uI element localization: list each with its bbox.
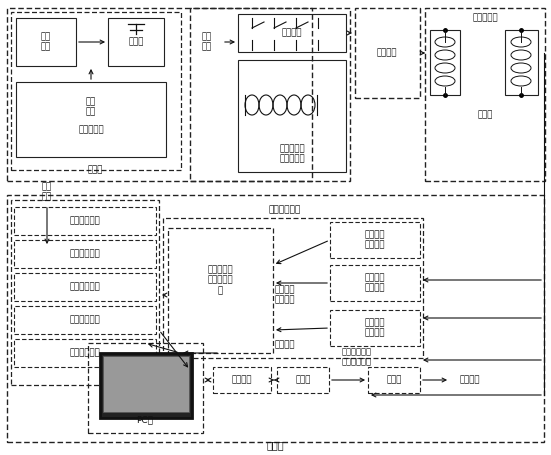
Bar	[14, 306, 156, 334]
Text: 接触电阻
测试电路: 接触电阻 测试电路	[365, 230, 385, 250]
Bar	[277, 367, 329, 393]
Text: 测试条件设置: 测试条件设置	[69, 217, 100, 226]
Bar	[330, 310, 420, 346]
Bar	[168, 228, 273, 353]
Text: 测控箱: 测控箱	[266, 440, 284, 450]
Bar	[190, 8, 350, 181]
Text: 上位机: 上位机	[295, 375, 311, 384]
Bar	[330, 222, 420, 258]
Text: 负载箱: 负载箱	[87, 166, 102, 175]
Text: 触点电压: 触点电压	[275, 340, 295, 349]
Text: 下位机: 下位机	[386, 375, 402, 384]
Text: 线圈电流
线圈电压: 线圈电流 线圈电压	[275, 285, 295, 305]
Bar	[14, 207, 156, 235]
Text: 数据反馈、存
储、计算分析: 数据反馈、存 储、计算分析	[342, 347, 372, 367]
Bar	[14, 240, 156, 268]
Bar	[163, 218, 423, 358]
Text: 特性参数显示: 特性参数显示	[69, 315, 100, 324]
Bar	[430, 30, 460, 95]
Bar	[7, 195, 544, 442]
Bar	[368, 367, 420, 393]
Text: PC机: PC机	[137, 415, 154, 425]
Text: 负载
电源: 负载 电源	[41, 32, 51, 52]
Bar	[7, 8, 312, 181]
Bar	[11, 12, 181, 170]
Bar	[425, 8, 545, 181]
Bar	[16, 18, 76, 66]
Bar	[238, 60, 346, 172]
Text: 控制
信号: 控制 信号	[42, 182, 52, 202]
Text: 继电器: 继电器	[477, 111, 493, 120]
Bar	[238, 14, 346, 52]
Bar	[505, 30, 538, 95]
Bar	[213, 367, 271, 393]
Bar	[14, 273, 156, 301]
Text: 控制信号: 控制信号	[460, 375, 480, 384]
Text: 控制电路板: 控制电路板	[78, 126, 104, 135]
Bar	[100, 353, 192, 418]
Text: 负载组: 负载组	[128, 37, 144, 46]
Bar	[103, 356, 189, 412]
Text: 时间参数
测试电路: 时间参数 测试电路	[365, 318, 385, 338]
Text: 可调
电流: 可调 电流	[202, 32, 212, 52]
Text: 逻辑
控制: 逻辑 控制	[86, 97, 96, 116]
Text: 多通道、高
速数据采集
卡: 多通道、高 速数据采集 卡	[207, 265, 233, 295]
Text: 电磁铁线圈
待测继电器: 电磁铁线圈 待测继电器	[279, 144, 305, 164]
Bar	[16, 82, 166, 157]
Bar	[330, 265, 420, 301]
Bar	[11, 200, 159, 385]
Bar	[88, 343, 203, 433]
Text: 同步显示: 同步显示	[232, 375, 252, 384]
Text: 转换触点: 转换触点	[282, 29, 302, 37]
Text: 测试波形显示: 测试波形显示	[69, 249, 100, 258]
Text: 切换电路: 切换电路	[377, 49, 397, 57]
Text: 特性参数存储: 特性参数存储	[69, 349, 100, 358]
Bar	[355, 8, 420, 98]
Bar	[108, 18, 164, 66]
Bar	[14, 339, 156, 367]
Text: 环境实验箱: 环境实验箱	[472, 14, 498, 22]
Text: 特性参数计算: 特性参数计算	[69, 283, 100, 292]
Text: 电压参数
测试电路: 电压参数 测试电路	[365, 273, 385, 293]
Text: 数据采集模块: 数据采集模块	[269, 206, 301, 214]
